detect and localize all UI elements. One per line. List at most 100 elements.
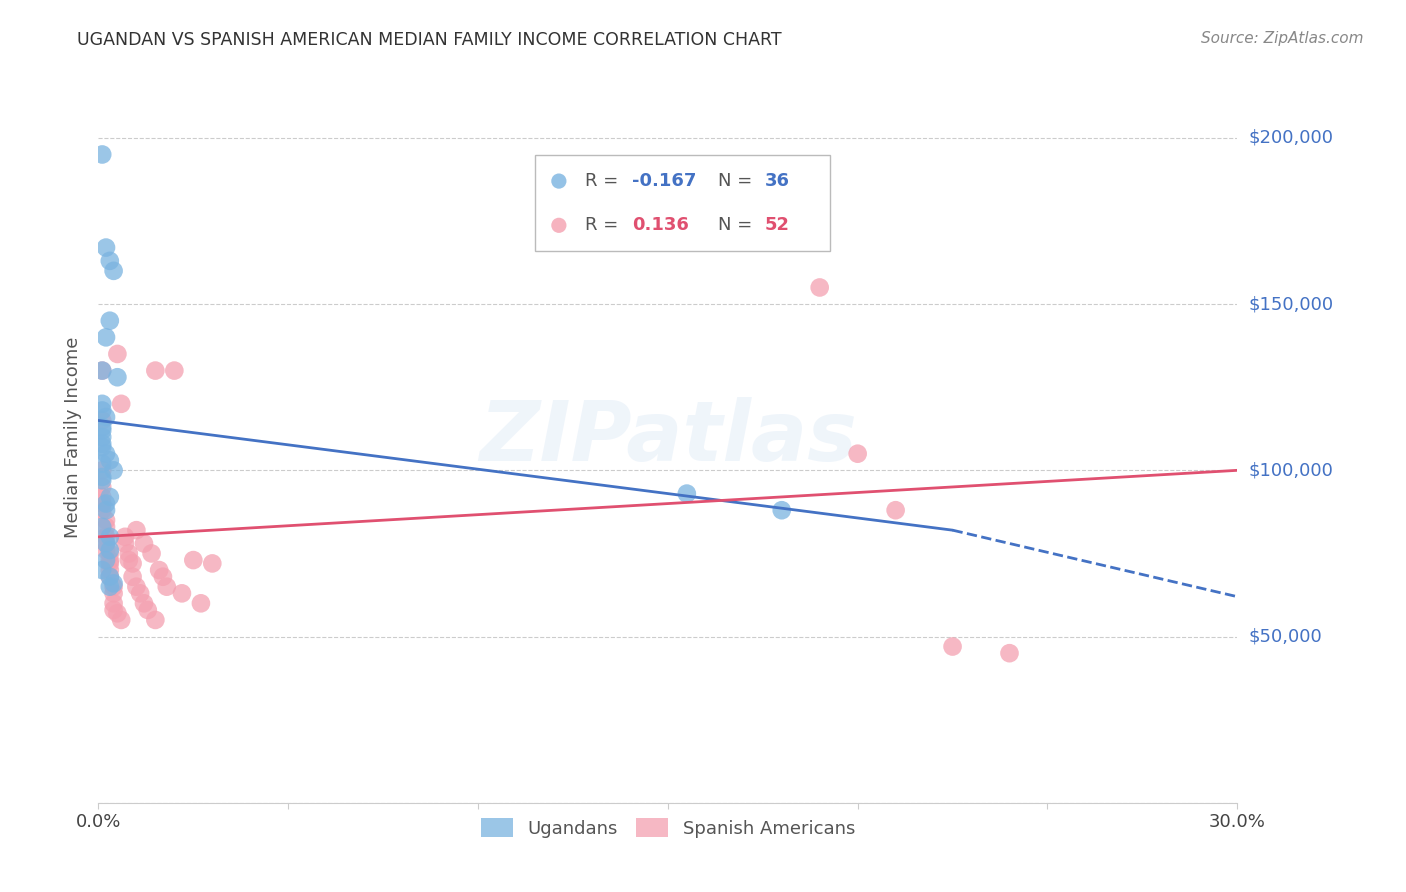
Point [91, 490, 114, 504]
Point [98, 314, 121, 328]
Y-axis label: Median Family Income: Median Family Income [65, 336, 83, 538]
Text: 52: 52 [765, 217, 790, 235]
Point [91, 440, 114, 454]
FancyBboxPatch shape [536, 155, 830, 252]
Point [145, 363, 167, 377]
Point [91, 363, 114, 377]
Text: -0.167: -0.167 [633, 172, 697, 190]
Point [94, 410, 117, 425]
Text: $200,000: $200,000 [1249, 128, 1333, 147]
Point [98, 543, 121, 558]
Point [91, 470, 114, 484]
Text: N =: N = [717, 172, 758, 190]
Point [132, 596, 155, 610]
Point [91, 520, 114, 534]
Point [91, 497, 114, 511]
Point [94, 543, 117, 558]
Point [91, 420, 114, 434]
Point [103, 586, 125, 600]
Point [163, 363, 186, 377]
Point [118, 553, 141, 567]
Point [107, 347, 129, 361]
Text: R =: R = [585, 172, 624, 190]
Point [91, 563, 114, 577]
Point [121, 557, 143, 571]
Point [103, 463, 125, 477]
Point [114, 536, 136, 550]
Point [94, 520, 117, 534]
Text: $150,000: $150,000 [1249, 295, 1333, 313]
Point [98, 580, 121, 594]
Text: ZIPatlas: ZIPatlas [479, 397, 856, 477]
Point [770, 503, 793, 517]
Point [91, 147, 114, 161]
Point [125, 523, 148, 537]
Text: Source: ZipAtlas.com: Source: ZipAtlas.com [1201, 31, 1364, 46]
Text: R =: R = [585, 217, 630, 235]
Legend: Ugandans, Spanish Americans: Ugandans, Spanish Americans [474, 811, 862, 845]
Point [125, 580, 148, 594]
Point [91, 403, 114, 417]
Point [94, 513, 117, 527]
Point [98, 530, 121, 544]
Point [141, 546, 163, 560]
Point [884, 503, 907, 517]
Point [98, 253, 121, 268]
Point [107, 370, 129, 384]
Point [676, 486, 699, 500]
Text: N =: N = [717, 217, 758, 235]
Point [98, 557, 121, 571]
Point [547, 174, 569, 188]
Point [129, 586, 152, 600]
Point [98, 553, 121, 567]
Text: 0.136: 0.136 [633, 217, 689, 235]
Point [145, 613, 167, 627]
Point [94, 497, 117, 511]
Point [183, 553, 205, 567]
Point [94, 553, 117, 567]
Point [132, 536, 155, 550]
Point [94, 241, 117, 255]
Text: $100,000: $100,000 [1249, 461, 1333, 479]
Point [114, 530, 136, 544]
Point [91, 480, 114, 494]
Text: UGANDAN VS SPANISH AMERICAN MEDIAN FAMILY INCOME CORRELATION CHART: UGANDAN VS SPANISH AMERICAN MEDIAN FAMIL… [77, 31, 782, 49]
Point [152, 570, 174, 584]
Point [170, 586, 193, 600]
Point [94, 530, 117, 544]
Point [91, 430, 114, 444]
Point [98, 546, 121, 560]
Point [98, 570, 121, 584]
Point [103, 264, 125, 278]
Point [110, 397, 132, 411]
Point [103, 596, 125, 610]
Point [91, 457, 114, 471]
Point [91, 473, 114, 487]
Point [91, 413, 114, 427]
Point [98, 563, 121, 577]
Point [998, 646, 1021, 660]
Point [103, 580, 125, 594]
Point [91, 436, 114, 450]
Point [94, 503, 117, 517]
Point [91, 397, 114, 411]
Point [118, 546, 141, 560]
Point [91, 363, 114, 377]
Point [91, 424, 114, 438]
Point [190, 596, 212, 610]
Point [98, 570, 121, 584]
Point [808, 280, 831, 294]
Point [103, 576, 125, 591]
Point [846, 447, 869, 461]
Point [547, 219, 569, 233]
Text: 36: 36 [765, 172, 790, 190]
Point [121, 570, 143, 584]
Point [98, 490, 121, 504]
Point [94, 536, 117, 550]
Point [91, 503, 114, 517]
Point [156, 580, 179, 594]
Point [103, 603, 125, 617]
Point [942, 640, 965, 654]
Point [91, 463, 114, 477]
Text: $50,000: $50,000 [1249, 628, 1322, 646]
